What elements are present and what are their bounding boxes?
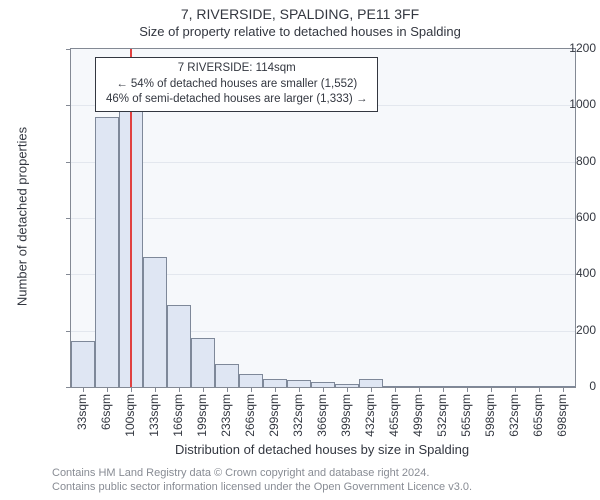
x-tick-label: 199sqm xyxy=(195,394,209,437)
x-tick-label: 33sqm xyxy=(75,394,89,430)
x-tick-label: 532sqm xyxy=(435,394,449,437)
x-tick xyxy=(107,387,108,392)
x-tick-label: 266sqm xyxy=(243,394,257,437)
callout-line-1: 7 RIVERSIDE: 114sqm xyxy=(106,61,367,77)
y-tick-label: 200 xyxy=(532,323,596,337)
y-axis-label: Number of detached properties xyxy=(15,117,30,317)
x-tick-label: 399sqm xyxy=(339,394,353,437)
x-tick-label: 66sqm xyxy=(99,394,113,430)
x-tick xyxy=(515,387,516,392)
x-tick-label: 698sqm xyxy=(555,394,569,437)
x-tick-label: 665sqm xyxy=(531,394,545,437)
x-tick-label: 100sqm xyxy=(123,394,137,437)
callout-line-3: 46% of semi-detached houses are larger (… xyxy=(106,92,367,108)
y-tick xyxy=(66,387,71,388)
y-tick xyxy=(66,49,71,50)
x-tick-label: 233sqm xyxy=(219,394,233,437)
y-tick xyxy=(66,274,71,275)
x-tick xyxy=(419,387,420,392)
histogram-bar xyxy=(287,380,311,387)
callout-box: 7 RIVERSIDE: 114sqm ← 54% of detached ho… xyxy=(95,57,378,112)
x-tick-label: 632sqm xyxy=(507,394,521,437)
y-tick-label: 1200 xyxy=(532,41,596,55)
callout-line-2: ← 54% of detached houses are smaller (1,… xyxy=(106,77,367,93)
gridline xyxy=(71,162,575,163)
footer-line-2: Contains public sector information licen… xyxy=(52,480,472,494)
x-axis-label: Distribution of detached houses by size … xyxy=(70,442,574,457)
y-tick xyxy=(66,105,71,106)
y-tick xyxy=(66,218,71,219)
gridline xyxy=(71,218,575,219)
histogram-bar xyxy=(95,117,119,387)
x-tick xyxy=(347,387,348,392)
x-tick-label: 465sqm xyxy=(387,394,401,437)
y-tick-label: 800 xyxy=(532,154,596,168)
x-tick xyxy=(395,387,396,392)
x-tick xyxy=(155,387,156,392)
footer-line-1: Contains HM Land Registry data © Crown c… xyxy=(52,466,472,480)
histogram-bar xyxy=(215,364,239,387)
x-tick xyxy=(203,387,204,392)
y-tick-label: 0 xyxy=(532,379,596,393)
y-tick-label: 400 xyxy=(532,266,596,280)
x-tick xyxy=(251,387,252,392)
x-tick xyxy=(299,387,300,392)
x-tick-label: 332sqm xyxy=(291,394,305,437)
x-tick xyxy=(491,387,492,392)
x-tick xyxy=(443,387,444,392)
chart-subtitle: Size of property relative to detached ho… xyxy=(0,24,600,39)
x-tick-label: 499sqm xyxy=(411,394,425,437)
histogram-bar xyxy=(167,305,191,387)
x-tick-label: 565sqm xyxy=(459,394,473,437)
histogram-bar xyxy=(143,257,167,387)
x-tick xyxy=(371,387,372,392)
y-tick-label: 600 xyxy=(532,210,596,224)
x-tick-label: 432sqm xyxy=(363,394,377,437)
y-tick xyxy=(66,331,71,332)
histogram-bar xyxy=(239,374,263,387)
histogram-bar xyxy=(263,379,287,387)
y-tick-label: 1000 xyxy=(532,97,596,111)
x-tick xyxy=(275,387,276,392)
y-tick xyxy=(66,162,71,163)
chart-title: 7, RIVERSIDE, SPALDING, PE11 3FF xyxy=(0,6,600,22)
x-tick-label: 299sqm xyxy=(267,394,281,437)
x-tick xyxy=(323,387,324,392)
x-tick xyxy=(179,387,180,392)
x-tick-label: 166sqm xyxy=(171,394,185,437)
x-tick xyxy=(467,387,468,392)
x-tick xyxy=(83,387,84,392)
footer-attribution: Contains HM Land Registry data © Crown c… xyxy=(52,466,472,495)
histogram-bar xyxy=(359,379,383,387)
x-tick xyxy=(131,387,132,392)
x-tick-label: 133sqm xyxy=(147,394,161,437)
histogram-bar xyxy=(71,341,95,387)
x-tick-label: 598sqm xyxy=(483,394,497,437)
x-tick xyxy=(227,387,228,392)
x-tick-label: 366sqm xyxy=(315,394,329,437)
histogram-bar xyxy=(191,338,215,387)
